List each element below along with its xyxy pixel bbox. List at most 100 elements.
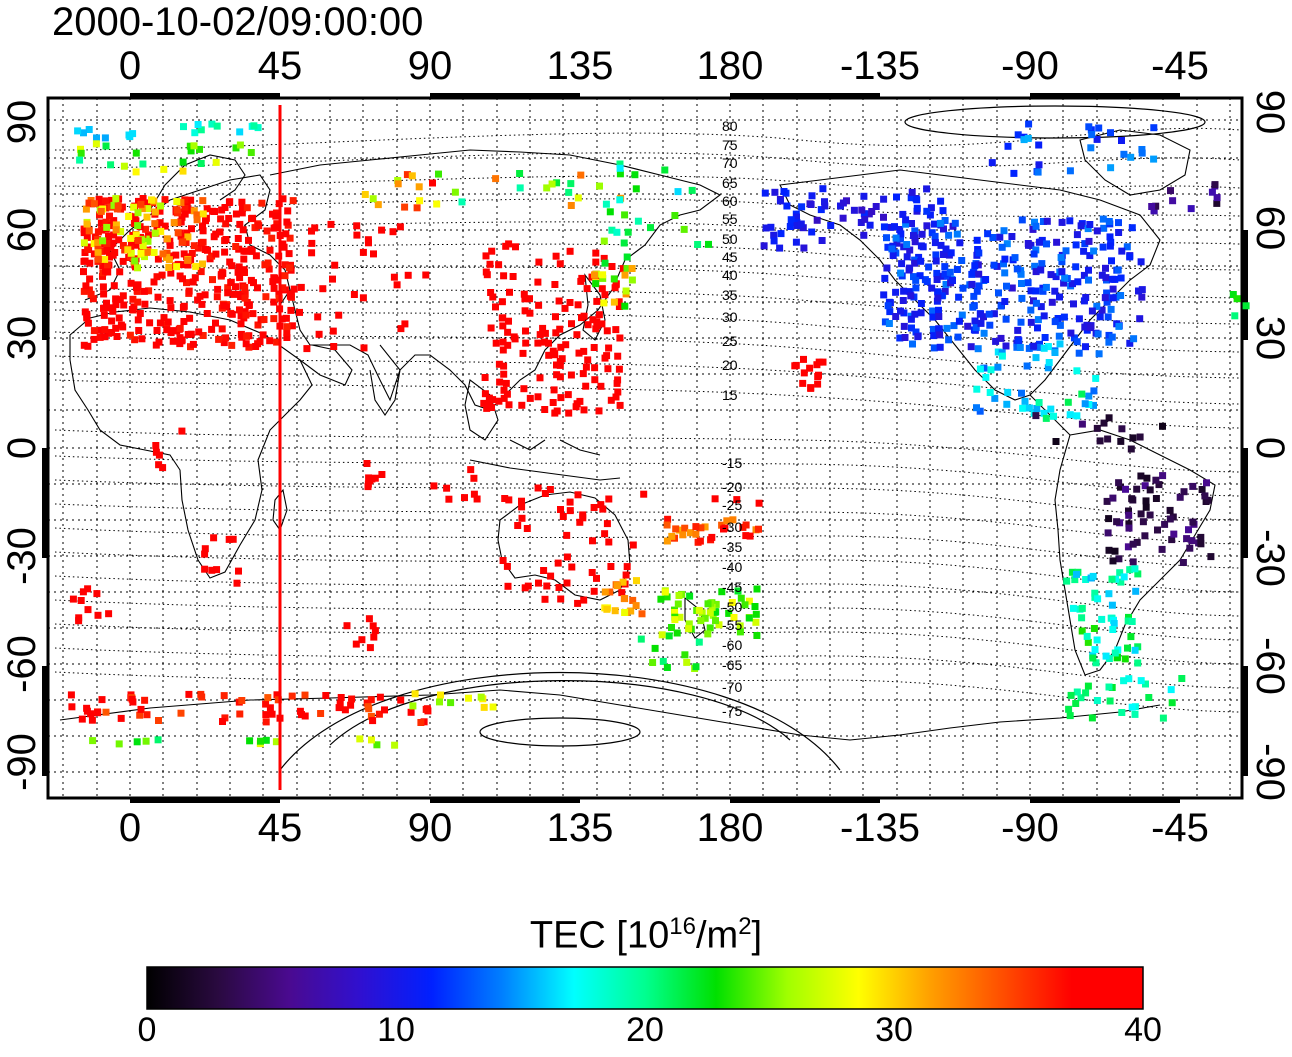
tec-point <box>541 595 549 603</box>
tec-point <box>1107 164 1115 172</box>
tec-point <box>998 243 1006 251</box>
tec-point <box>279 284 287 292</box>
tec-point <box>526 309 534 317</box>
contour-label: -55 <box>722 617 742 633</box>
tec-point <box>1126 253 1134 261</box>
tec-point <box>133 287 141 295</box>
tec-point <box>224 284 232 292</box>
tec-point <box>591 271 598 279</box>
tec-point <box>371 474 379 482</box>
tec-point <box>1019 404 1027 412</box>
tec-point <box>482 252 490 260</box>
tec-point <box>1108 601 1116 609</box>
tec-point <box>1111 547 1119 555</box>
tec-point <box>1159 714 1167 722</box>
tec-point <box>998 352 1006 360</box>
tec-point <box>404 271 412 279</box>
tec-point <box>621 271 629 279</box>
tec-point <box>1017 270 1025 278</box>
tec-point <box>1141 482 1149 490</box>
tec-point <box>787 216 795 224</box>
tec-point <box>499 314 507 322</box>
tec-point <box>159 464 167 472</box>
tec-point <box>1088 131 1096 138</box>
tec-point <box>974 345 982 353</box>
tec-point <box>110 282 118 290</box>
tec-point <box>1167 686 1175 694</box>
tec-point <box>407 708 415 716</box>
contour-label: 75 <box>722 137 738 153</box>
tec-point <box>1159 422 1166 430</box>
tec-point <box>401 203 409 211</box>
tec-point <box>89 295 97 303</box>
tec-point <box>82 282 90 290</box>
tec-point <box>1013 265 1021 273</box>
tec-point <box>839 214 847 222</box>
tec-point <box>356 735 364 743</box>
tec-point <box>104 261 111 269</box>
tec-point <box>1073 570 1080 578</box>
tec-point <box>77 149 85 157</box>
tec-point <box>850 206 858 214</box>
tec-point <box>236 220 244 228</box>
tec-point <box>955 317 963 325</box>
tec-point <box>1159 472 1167 480</box>
tec-point <box>760 242 768 250</box>
tec-point <box>236 128 244 136</box>
tec-point <box>153 327 161 334</box>
tec-point <box>897 307 904 315</box>
tec-point <box>155 338 163 346</box>
tec-point <box>225 215 233 222</box>
tec-point <box>1042 414 1050 422</box>
tec-point <box>1105 683 1113 691</box>
tec-point <box>907 315 915 323</box>
tec-point <box>1066 217 1074 225</box>
tec-point <box>112 301 120 309</box>
tec-point <box>67 691 75 699</box>
tec-point <box>615 298 623 306</box>
tec-point <box>1098 615 1106 623</box>
tec-point <box>1201 492 1209 500</box>
asia-outline <box>269 149 722 411</box>
tec-point <box>1132 587 1140 595</box>
tec-point <box>1176 493 1184 501</box>
tec-point <box>112 226 120 234</box>
tec-point <box>285 250 293 258</box>
tec-point <box>953 230 961 238</box>
tec-point <box>270 298 278 306</box>
tec-point <box>941 263 949 271</box>
tec-point <box>1016 344 1024 351</box>
tec-point <box>940 225 947 233</box>
tec-point <box>187 196 195 204</box>
madagascar-outline <box>272 488 288 532</box>
tec-point <box>270 284 278 292</box>
tec-point <box>296 308 303 316</box>
tec-point <box>1137 472 1145 480</box>
tec-point <box>770 237 778 245</box>
tec-point <box>819 185 827 193</box>
tec-point <box>80 257 88 265</box>
tec-point <box>194 296 202 304</box>
tec-point <box>360 344 368 352</box>
tec-point <box>83 707 91 715</box>
tec-point <box>1078 614 1086 622</box>
tec-point <box>272 212 280 220</box>
tec-point <box>1036 343 1044 351</box>
tec-point <box>767 223 775 231</box>
contour-label: -45 <box>722 579 742 595</box>
tec-point <box>578 274 586 282</box>
tec-point <box>1056 321 1064 329</box>
tec-point <box>1112 575 1120 583</box>
tec-point <box>259 331 267 339</box>
tec-point <box>931 220 938 228</box>
top-lon-tick: 180 <box>696 44 764 88</box>
tec-point <box>1024 134 1032 142</box>
tec-point <box>975 282 983 290</box>
tec-point <box>219 718 226 725</box>
tec-point <box>132 168 140 176</box>
tec-point <box>495 261 503 269</box>
tec-point <box>612 393 620 401</box>
top-lon-tick: -90 <box>1001 44 1059 88</box>
tec-point <box>279 240 287 248</box>
tec-point <box>184 261 192 269</box>
